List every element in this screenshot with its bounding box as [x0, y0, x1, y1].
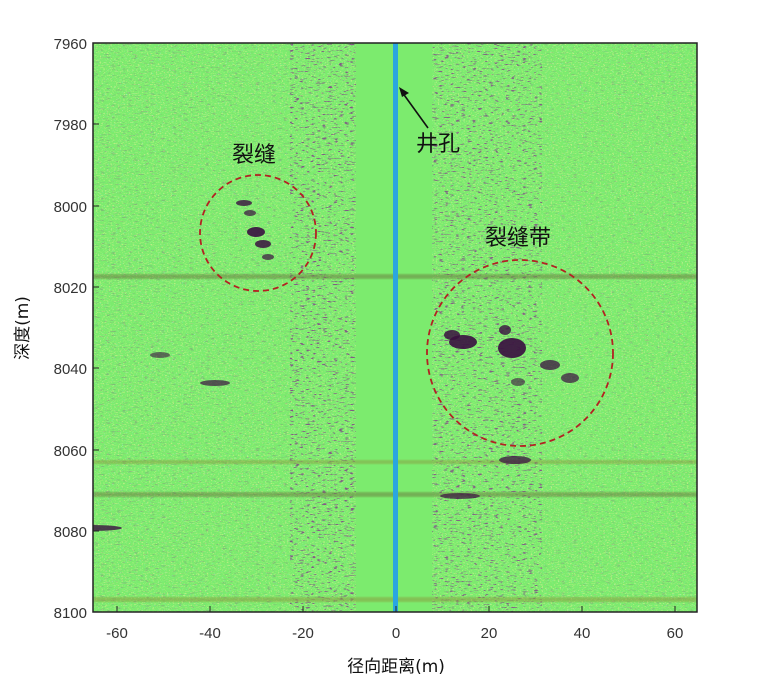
fracture-label: 裂缝	[232, 143, 276, 168]
svg-text:40: 40	[574, 625, 591, 642]
x-axis-title: 径向距离(m)	[347, 657, 445, 677]
svg-text:7980: 7980	[54, 117, 87, 134]
fracture-zone-label: 裂缝带	[485, 226, 551, 251]
borehole-line	[393, 43, 398, 612]
svg-text:-20: -20	[292, 625, 314, 642]
axes-frame	[92, 42, 698, 613]
scatter-bands	[93, 43, 697, 612]
x-tick-labels: -60 -40 -20 0 20 40 60	[106, 625, 683, 642]
svg-text:7960: 7960	[54, 36, 87, 53]
svg-text:-40: -40	[199, 625, 221, 642]
x-axis	[116, 606, 676, 612]
fracture-circle	[199, 174, 317, 292]
svg-text:8080: 8080	[54, 524, 87, 541]
svg-text:8000: 8000	[54, 199, 87, 216]
annotations: 裂缝 裂缝带 井孔	[199, 87, 614, 447]
svg-text:20: 20	[481, 625, 498, 642]
svg-text:8020: 8020	[54, 280, 87, 297]
plot-area	[93, 43, 697, 612]
svg-text:8100: 8100	[54, 605, 87, 622]
borehole-arrow	[401, 91, 429, 129]
y-tick-labels: 7960 7980 8000 8020 8040 8060 8080 8100	[54, 36, 87, 622]
svg-text:60: 60	[667, 625, 684, 642]
arrow-head-icon	[399, 87, 409, 97]
svg-text:0: 0	[392, 625, 400, 642]
svg-text:8040: 8040	[54, 361, 87, 378]
borehole-label: 井孔	[416, 132, 460, 157]
fracture-zone-circle	[426, 259, 614, 447]
svg-text:-60: -60	[106, 625, 128, 642]
y-axis-title: 深度(m)	[13, 296, 33, 360]
svg-text:8060: 8060	[54, 443, 87, 460]
fracture-reflections	[93, 200, 579, 531]
y-axis	[93, 42, 99, 613]
